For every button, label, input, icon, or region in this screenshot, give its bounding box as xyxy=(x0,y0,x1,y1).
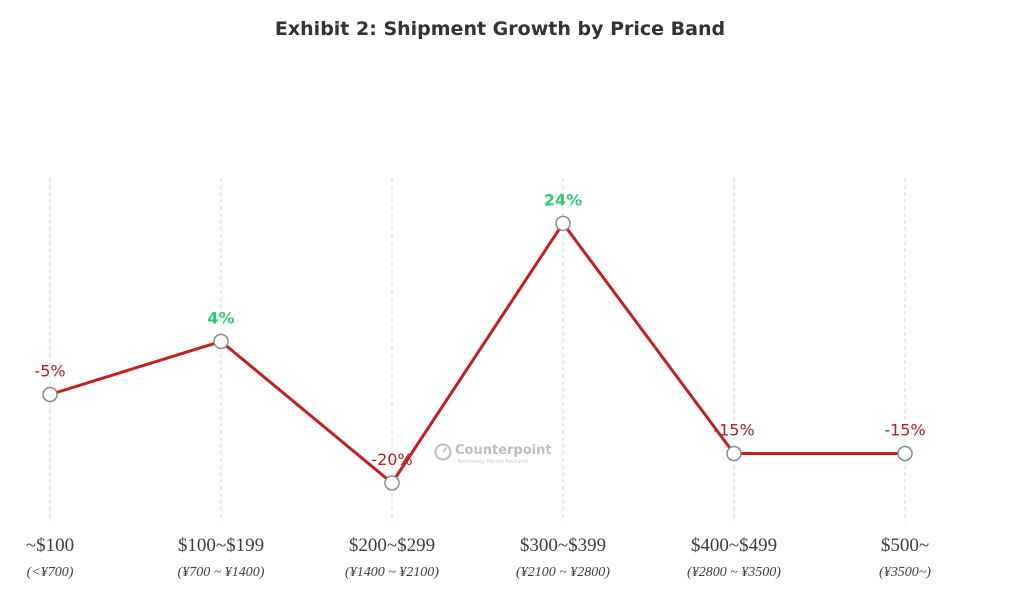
category-label: $500~ xyxy=(881,535,929,556)
data-label: 24% xyxy=(544,190,582,209)
category-sublabel: (¥3500~) xyxy=(879,565,931,580)
data-point xyxy=(42,386,58,403)
data-label: -15% xyxy=(884,421,925,440)
data-label: -5% xyxy=(34,362,65,381)
category-label: ~$100 xyxy=(26,535,74,556)
category-sublabel: (¥700 ~ ¥1400) xyxy=(178,565,265,580)
data-labels: -5% 4% -20% 24% -15% -15% xyxy=(34,190,925,469)
data-label: -15% xyxy=(713,421,754,440)
data-points xyxy=(42,215,913,491)
counterpoint-logo-icon xyxy=(434,443,452,461)
watermark-brand: Counterpoint xyxy=(455,443,552,458)
category-sublabel: (¥1400 ~ ¥2100) xyxy=(345,565,439,580)
gridlines xyxy=(49,178,906,522)
data-point xyxy=(726,445,742,462)
data-point xyxy=(555,215,571,232)
data-point xyxy=(897,445,913,462)
watermark: Counterpoint Technology Market Research xyxy=(434,443,552,465)
category-label: $400~$499 xyxy=(691,535,777,556)
category-label: $100~$199 xyxy=(178,535,264,556)
x-axis-labels: ~$100 (<¥700) $100~$199 (¥700 ~ ¥1400) $200~… xyxy=(26,535,931,580)
data-label: -20% xyxy=(371,450,412,469)
data-point xyxy=(213,333,229,350)
category-sublabel: (¥2800 ~ ¥3500) xyxy=(687,565,781,580)
data-label: 4% xyxy=(207,308,234,327)
watermark-tagline: Technology Market Research xyxy=(456,459,528,465)
chart-title: Exhibit 2: Shipment Growth by Price Band xyxy=(274,18,726,40)
category-sublabel: (¥2100 ~ ¥2800) xyxy=(516,565,610,580)
category-label: $200~$299 xyxy=(349,535,435,556)
category-sublabel: (<¥700) xyxy=(27,565,74,580)
series-line-group xyxy=(49,221,905,485)
data-point xyxy=(384,475,400,491)
series-line xyxy=(49,221,905,485)
category-label: $300~$399 xyxy=(520,535,606,556)
